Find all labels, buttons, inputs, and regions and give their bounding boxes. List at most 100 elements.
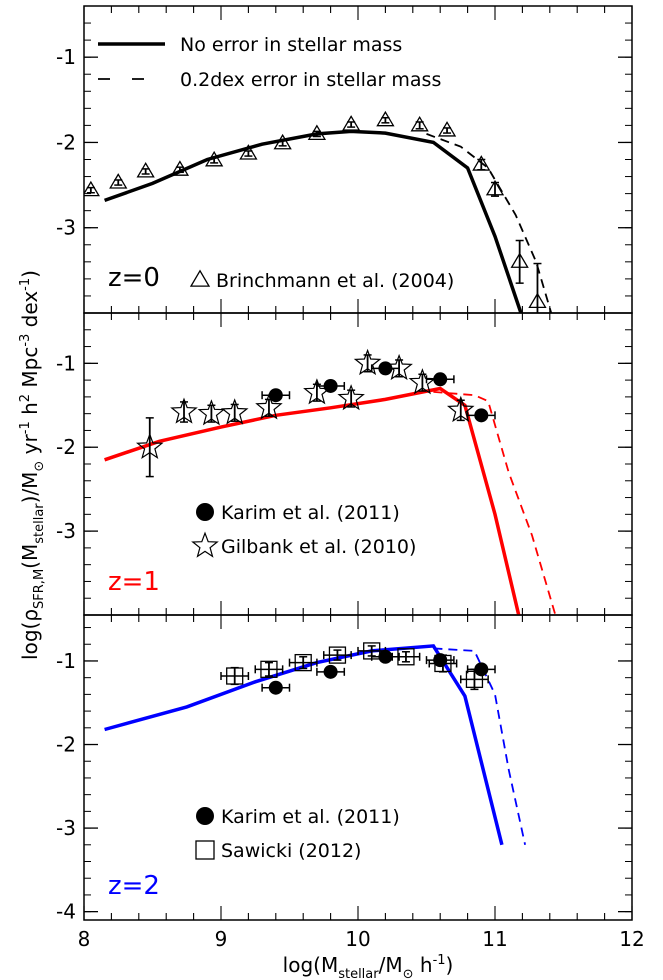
triangle-marker <box>485 179 505 196</box>
data-point <box>323 646 352 664</box>
circle-marker <box>474 408 489 423</box>
square-marker <box>260 660 278 678</box>
triangle-marker <box>472 155 491 171</box>
chart-panel-z1: -3 -2 -1 Karim et al. (2011) Gilbank et al. … <box>56 312 633 616</box>
x-label-part: /M <box>379 953 403 977</box>
star-marker <box>385 353 413 381</box>
data-point <box>261 680 291 695</box>
star-marker <box>408 368 437 395</box>
data-point <box>109 173 128 189</box>
data-point <box>376 110 395 127</box>
chart-panel-z2: -4 -3 -2 -1 8 9 10 11 12 Karim et al. (2011) Sawic… <box>56 614 645 951</box>
y-tick-label: -2 <box>56 130 76 154</box>
square-marker <box>397 648 415 666</box>
y-tick-label: -1 <box>56 351 76 375</box>
star-marker <box>135 432 164 459</box>
star-marker <box>255 393 283 420</box>
circle-marker <box>268 680 283 695</box>
redshift-label: z=1 <box>108 567 160 597</box>
x-label-part: log(M <box>283 953 339 977</box>
square-legend-icon <box>195 840 215 860</box>
data-layer <box>84 110 553 313</box>
data-point <box>136 161 155 178</box>
triangle-marker <box>205 150 224 167</box>
sun-symbol-sub: ⊙ <box>403 967 414 980</box>
legend-label: Karim et al. (2011) <box>221 502 400 524</box>
y-label-part: h <box>18 402 42 421</box>
square-marker <box>434 654 452 673</box>
square-marker <box>328 646 347 664</box>
triangle-marker <box>342 115 361 131</box>
data-point <box>425 372 455 387</box>
x-tick-label: 8 <box>78 927 91 951</box>
legend-label: Gilbank et al. (2010) <box>221 536 416 558</box>
data-point <box>255 393 283 420</box>
star-marker <box>446 395 475 423</box>
y-tick-label: -3 <box>56 816 76 840</box>
star-marker <box>220 398 249 425</box>
y-label-sup: 2 <box>18 394 33 402</box>
sun-symbol-sub: ⊙ <box>32 461 47 472</box>
data-point <box>239 144 258 160</box>
y-label-sub: stellar <box>32 503 47 544</box>
square-marker <box>226 667 244 685</box>
x-label-sub: stellar <box>338 967 379 980</box>
y-label-sub: SFR,M <box>32 569 47 609</box>
data-point <box>197 399 226 426</box>
triangle-marker <box>239 144 258 160</box>
y-label-part: ) <box>18 270 42 278</box>
data-point <box>307 124 327 141</box>
triangle-marker <box>376 110 395 127</box>
data-point <box>170 160 190 176</box>
star-marker <box>353 348 382 376</box>
data-point <box>303 378 331 405</box>
triangle-marker <box>170 160 190 176</box>
circle-marker <box>474 662 489 677</box>
data-point <box>460 668 489 691</box>
data-point <box>437 121 457 137</box>
model-line-solid <box>104 129 523 313</box>
triangle-marker <box>109 173 128 189</box>
legend-label: Karim et al. (2011) <box>221 806 400 828</box>
y-tick-label: -3 <box>56 216 76 240</box>
panel-frame <box>83 614 633 921</box>
x-label-sup: -1 <box>433 953 446 968</box>
chart-panel-z0: -3 -2 -1 No error in stellar mass 0.2dex err… <box>56 5 633 314</box>
data-point <box>446 395 475 423</box>
x-label-part: h <box>414 953 433 977</box>
data-point <box>288 653 318 672</box>
y-tick-label: -1 <box>56 649 76 673</box>
y-tick-label: -2 <box>56 435 76 459</box>
circle-legend-icon <box>196 503 214 521</box>
legend-label: Sawicki (2012) <box>221 840 361 862</box>
triangle-marker <box>136 161 155 178</box>
panel-frame <box>83 312 633 616</box>
y-label-part: )/M <box>18 472 42 504</box>
data-point <box>337 384 365 411</box>
legend-label: 0.2dex error in stellar mass <box>180 69 441 91</box>
model-line-solid <box>104 644 504 846</box>
y-axis-label: log(ρSFR,M(Mstellar)/M⊙ yr-1 h2 Mpc-3 de… <box>18 270 47 660</box>
data-point <box>485 179 505 197</box>
star-legend-icon <box>191 531 219 558</box>
y-tick-label: -1 <box>56 45 76 69</box>
y-label-sup: -1 <box>18 278 33 291</box>
data-point <box>84 180 100 197</box>
triangle-marker <box>437 121 457 137</box>
circle-marker <box>378 361 393 376</box>
x-tick-label: 11 <box>482 927 507 951</box>
circle-marker <box>433 372 448 387</box>
data-layer <box>104 642 526 846</box>
data-point <box>316 664 346 679</box>
y-label-sup: -1 <box>18 421 33 434</box>
triangle-marker <box>273 133 292 150</box>
circle-marker <box>323 664 338 679</box>
x-axis-label: log(Mstellar/M⊙ h-1) <box>283 953 454 980</box>
legend-label: Brinchmann et al. (2004) <box>216 270 454 292</box>
data-point <box>135 417 164 478</box>
model-line-dashed <box>433 391 557 615</box>
data-point <box>510 239 529 284</box>
triangle-marker <box>510 252 529 268</box>
data-point <box>528 262 547 313</box>
